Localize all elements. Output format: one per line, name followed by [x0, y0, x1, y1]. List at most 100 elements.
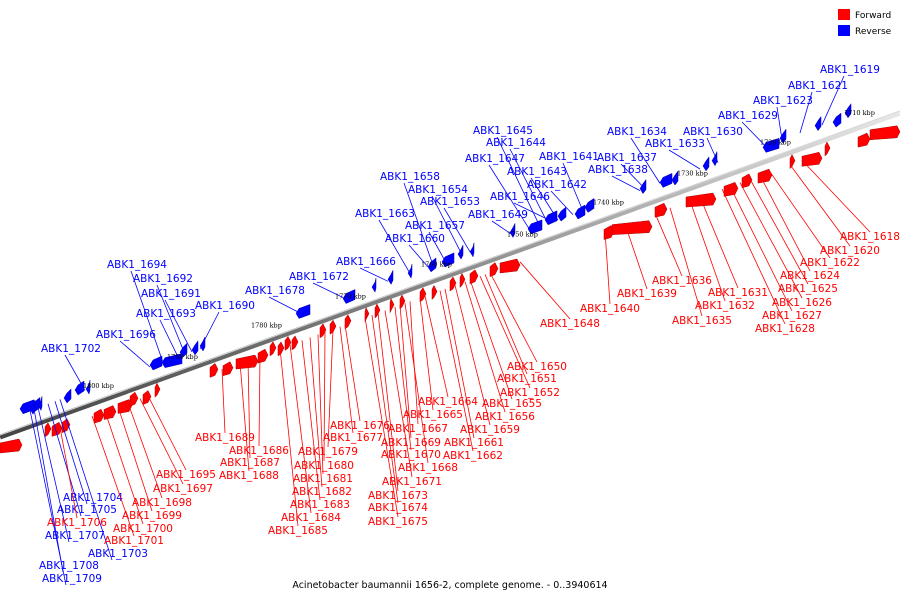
gene-label[interactable]: ABK1_1686	[229, 355, 289, 457]
gene-label[interactable]: ABK1_1653	[420, 196, 480, 253]
gene-label[interactable]: ABK1_1635	[669, 207, 732, 327]
reverse-gene-feature	[441, 252, 455, 268]
gene-label[interactable]: ABK1_1704	[54, 401, 123, 505]
gene-label[interactable]: ABK1_1708	[33, 408, 99, 573]
gene-label[interactable]: ABK1_1693	[136, 308, 196, 358]
gene-label[interactable]: ABK1_1646	[490, 191, 554, 223]
gene-label[interactable]: ABK1_1661	[444, 288, 504, 449]
gene-label[interactable]: ABK1_1681	[293, 334, 353, 485]
gene-label[interactable]: ABK1_1624	[759, 175, 840, 282]
gene-label[interactable]: ABK1_1700	[104, 411, 173, 535]
forward-gene-feature	[499, 258, 521, 274]
gene-label[interactable]: ABK1_1690	[195, 300, 255, 350]
gene-label[interactable]: ABK1_1622	[769, 171, 860, 269]
gene-label-text: ABK1_1693	[136, 308, 196, 320]
reverse-gene-feature	[814, 115, 822, 132]
gene-label[interactable]: ABK1_1652	[479, 276, 560, 399]
gene-label[interactable]: ABK1_1680	[294, 331, 354, 472]
gene-label[interactable]: ABK1_1682	[292, 337, 352, 498]
gene-label[interactable]: ABK1_1669	[381, 304, 441, 449]
gene-label[interactable]: ABK1_1654	[408, 184, 468, 255]
gene-label[interactable]: ABK1_1662	[439, 290, 503, 462]
gene-label[interactable]: ABK1_1660	[385, 233, 445, 268]
gene-label[interactable]: ABK1_1684	[281, 344, 341, 524]
gene-label[interactable]: ABK1_1668	[398, 303, 458, 474]
gene-label[interactable]: ABK1_1670	[381, 306, 441, 461]
gene-label[interactable]: ABK1_1636	[652, 213, 712, 287]
gene-label[interactable]: ABK1_1619	[820, 64, 880, 126]
gene-label[interactable]: ABK1_1632	[689, 200, 755, 312]
gene-label[interactable]: ABK1_1695	[147, 395, 216, 481]
gene-label[interactable]: ABK1_1645	[473, 125, 541, 227]
gene-label[interactable]: ABK1_1655	[469, 279, 542, 410]
gene-label[interactable]: ABK1_1637	[597, 152, 657, 190]
gene-label[interactable]: ABK1_1618	[801, 160, 900, 243]
gene-label[interactable]: ABK1_1627	[729, 186, 822, 322]
gene-label-text: ABK1_1675	[368, 516, 428, 528]
gene-label[interactable]: ABK1_1705	[47, 403, 117, 517]
gene-label[interactable]: ABK1_1629	[718, 110, 778, 146]
gene-label[interactable]: ABK1_1641	[539, 151, 599, 212]
gene-label[interactable]: ABK1_1667	[388, 301, 448, 435]
gene-label[interactable]: ABK1_1651	[484, 274, 557, 385]
gene-label[interactable]: ABK1_1639	[617, 223, 677, 300]
gene-label[interactable]: ABK1_1634	[607, 126, 667, 184]
gene-label[interactable]: ABK1_1692	[133, 273, 193, 355]
gene-label[interactable]: ABK1_1663	[355, 208, 415, 274]
gene-label[interactable]: ABK1_1666	[336, 256, 396, 282]
gene-label[interactable]: ABK1_1664	[418, 295, 478, 408]
gene-label[interactable]: ABK1_1633	[645, 138, 705, 170]
gene-label[interactable]: ABK1_1683	[290, 340, 350, 511]
gene-label[interactable]: ABK1_1626	[739, 182, 832, 309]
gene-label[interactable]: ABK1_1707	[37, 407, 105, 543]
gene-label[interactable]: ABK1_1642	[527, 179, 587, 215]
gene-label[interactable]: ABK1_1638	[588, 164, 648, 191]
gene-label[interactable]: ABK1_1698	[127, 402, 192, 509]
gene-label[interactable]: ABK1_1697	[139, 398, 213, 495]
gene-label[interactable]: ABK1_1673	[368, 312, 428, 502]
gene-label[interactable]: ABK1_1643	[507, 166, 567, 221]
gene-label[interactable]: ABK1_1623	[753, 95, 813, 140]
gene-label[interactable]: ABK1_1675	[364, 317, 428, 528]
forward-gene-feature	[291, 335, 299, 351]
gene-label[interactable]: ABK1_1656	[464, 281, 535, 423]
gene-label-text: ABK1_1698	[132, 497, 192, 509]
gene-label[interactable]: ABK1_1696	[96, 329, 156, 368]
gene-label[interactable]: ABK1_1647	[465, 153, 531, 231]
gene-label[interactable]: ABK1_1672	[289, 271, 349, 298]
gene-label[interactable]: ABK1_1685	[268, 348, 328, 537]
scale-tick-label: 1730 kbp	[677, 169, 708, 177]
gene-label[interactable]: ABK1_1676	[330, 324, 390, 432]
gene-label[interactable]: ABK1_1620	[789, 164, 880, 257]
gene-label[interactable]: ABK1_1679	[298, 329, 358, 458]
gene-label[interactable]: ABK1_1640	[580, 231, 640, 315]
gene-label-text: ABK1_1630	[683, 126, 743, 138]
gene-label[interactable]: ABK1_1688	[219, 362, 279, 482]
gene-label[interactable]: ABK1_1658	[380, 171, 440, 266]
gene-label[interactable]: ABK1_1687	[220, 359, 280, 469]
gene-label[interactable]: ABK1_1691	[141, 288, 201, 353]
gene-label[interactable]: ABK1_1706	[47, 427, 107, 529]
gene-label-text: ABK1_1639	[617, 288, 677, 300]
gene-label[interactable]: ABK1_1677	[323, 326, 383, 444]
gene-label[interactable]: ABK1_1628	[721, 188, 815, 335]
gene-label[interactable]: ABK1_1694	[107, 259, 167, 363]
gene-label[interactable]: ABK1_1702	[41, 343, 101, 391]
gene-label[interactable]: ABK1_1709	[29, 410, 102, 586]
gene-label[interactable]: ABK1_1701	[91, 415, 164, 547]
gene-label[interactable]: ABK1_1648	[519, 261, 600, 330]
gene-label[interactable]: ABK1_1703	[59, 399, 148, 561]
gene-label[interactable]: ABK1_1689	[195, 369, 255, 444]
gene-label[interactable]: ABK1_1625	[749, 178, 838, 295]
scale-tick-label: 1790 kbp	[167, 353, 198, 361]
reverse-gene-feature	[584, 197, 595, 213]
gene-label[interactable]: ABK1_1659	[454, 285, 520, 436]
gene-label[interactable]: ABK1_1678	[245, 285, 305, 314]
genome-axis-highlight	[0, 110, 900, 436]
gene-label[interactable]: ABK1_1674	[368, 315, 428, 514]
gene-label[interactable]: ABK1_1630	[683, 126, 743, 163]
gene-label[interactable]: ABK1_1621	[788, 80, 848, 134]
gene-label[interactable]: ABK1_1699	[117, 406, 182, 522]
gene-label[interactable]: ABK1_1649	[468, 209, 528, 237]
forward-gene-feature	[449, 276, 457, 292]
